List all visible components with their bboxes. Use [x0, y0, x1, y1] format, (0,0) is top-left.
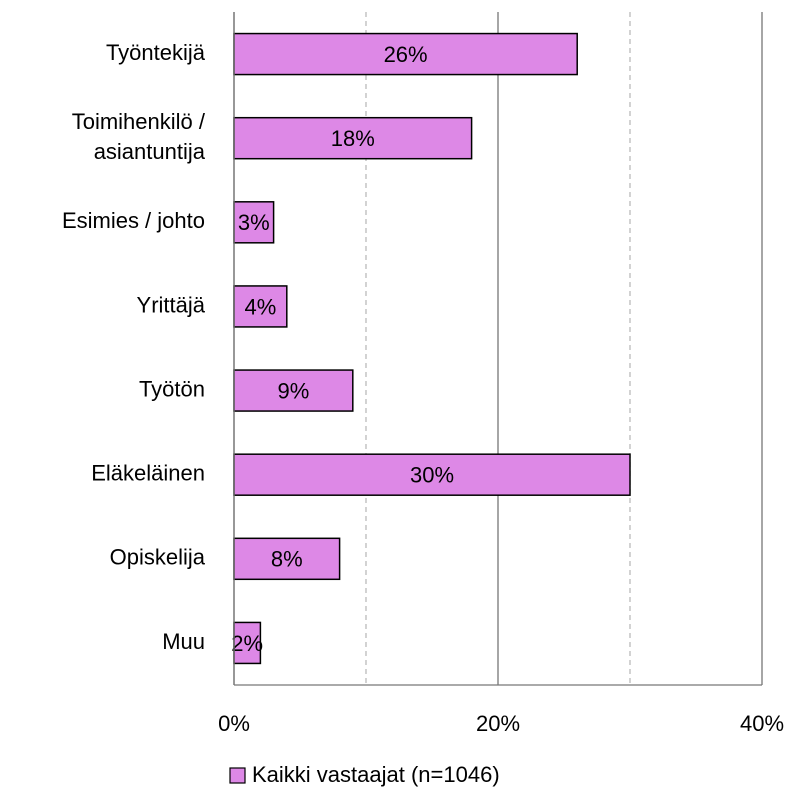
bar [233, 32, 578, 76]
data-label: 30% [410, 463, 454, 488]
y-tick-label: Yrittäjä [137, 292, 206, 317]
x-tick-label: 40% [740, 711, 784, 736]
y-tick-label: asiantuntija [94, 139, 206, 164]
x-tick-label: 0% [218, 711, 250, 736]
bar [233, 201, 275, 244]
bar [233, 453, 631, 496]
data-label: 4% [245, 294, 277, 319]
data-label: 2% [231, 631, 263, 656]
y-tick-label: Työntekijä [106, 40, 206, 65]
data-label: 18% [331, 126, 375, 151]
y-tick-label: Opiskelija [110, 545, 206, 570]
y-tick-label: Työtön [139, 376, 205, 401]
legend-label: Kaikki vastaajat (n=1046) [252, 762, 500, 787]
y-tick-label: Esimies / johto [62, 208, 205, 233]
data-label: 26% [384, 42, 428, 67]
x-tick-label: 20% [476, 711, 520, 736]
data-label: 3% [238, 210, 270, 235]
bar [233, 621, 262, 665]
legend-swatch [229, 767, 246, 784]
bar [233, 369, 354, 412]
bar [233, 537, 341, 581]
y-tick-label: Eläkeläinen [91, 461, 205, 486]
data-label: 8% [271, 547, 303, 572]
y-tick-label: Toimihenkilö / [72, 109, 206, 134]
bar [233, 285, 288, 328]
data-label: 9% [278, 378, 310, 403]
y-tick-label: Muu [162, 629, 205, 654]
